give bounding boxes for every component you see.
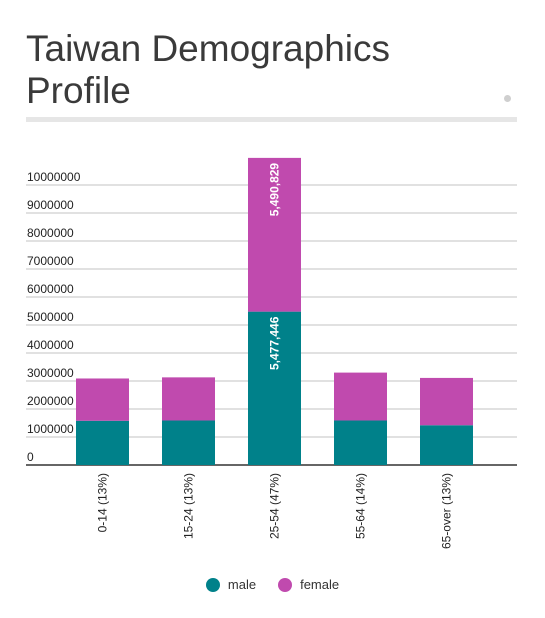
bar-male (334, 420, 387, 465)
x-tick-label: 0-14 (13%) (96, 473, 110, 532)
legend-item-male[interactable]: male (205, 577, 257, 592)
data-label: 5,477,446 (268, 316, 282, 370)
title-divider (26, 117, 517, 122)
menu-dot-icon[interactable] (504, 95, 511, 102)
bar-female (162, 377, 215, 421)
legend-swatch-male (205, 577, 220, 592)
x-tick-label: 25-54 (47%) (268, 473, 282, 539)
y-tick-label: 4000000 (27, 338, 74, 352)
y-axis-tick-labels: 0 1000000 2000000 3000000 4000000 5000000 6000… (27, 170, 81, 464)
y-tick-label: 2000000 (27, 394, 74, 408)
x-axis-tick-labels: 0-14 (13%) 15-24 (13%) 25-54 (47%) 55-64 (1… (96, 473, 454, 549)
y-tick-label: 0 (27, 450, 34, 464)
legend: male female (0, 577, 545, 592)
bar-male (248, 311, 301, 465)
bar-female (76, 378, 129, 421)
bar-female (420, 377, 473, 426)
y-tick-label: 5000000 (27, 310, 74, 324)
y-tick-label: 6000000 (27, 282, 74, 296)
bar-male (76, 420, 129, 465)
legend-label-female: female (300, 577, 340, 592)
bar-female (334, 372, 387, 421)
y-tick-label: 1000000 (27, 422, 74, 436)
data-labels: 5,477,446 5,490,829 (268, 163, 282, 370)
legend-item-female[interactable]: female (278, 577, 339, 592)
y-tick-label: 10000000 (27, 170, 81, 184)
data-label: 5,490,829 (268, 163, 282, 217)
y-tick-label: 9000000 (27, 198, 74, 212)
x-tick-label: 15-24 (13%) (182, 473, 196, 539)
bar-female (248, 157, 301, 312)
y-tick-label: 8000000 (27, 226, 74, 240)
legend-label-male: male (227, 577, 257, 592)
y-tick-label: 7000000 (27, 254, 74, 268)
bar-male (162, 420, 215, 465)
x-tick-label: 55-64 (14%) (354, 473, 368, 539)
x-tick-label: 65-over (13%) (440, 473, 454, 549)
legend-swatch-female (278, 577, 293, 592)
y-tick-label: 3000000 (27, 366, 74, 380)
bars (76, 157, 473, 465)
chart-title: Taiwan Demographics Profile (26, 28, 391, 111)
bar-male (420, 425, 473, 465)
